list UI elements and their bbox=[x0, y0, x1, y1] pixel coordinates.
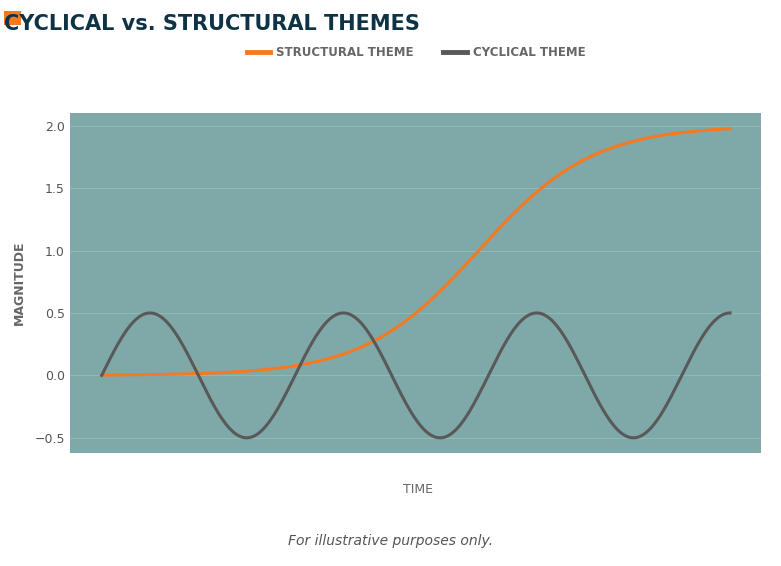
Text: CYCLICAL vs. STRUCTURAL THEMES: CYCLICAL vs. STRUCTURAL THEMES bbox=[4, 14, 419, 34]
Text: TIME: TIME bbox=[403, 483, 433, 496]
Text: For illustrative purposes only.: For illustrative purposes only. bbox=[288, 534, 493, 547]
Legend: STRUCTURAL THEME, CYCLICAL THEME: STRUCTURAL THEME, CYCLICAL THEME bbox=[242, 41, 590, 63]
Y-axis label: MAGNITUDE: MAGNITUDE bbox=[13, 241, 26, 325]
